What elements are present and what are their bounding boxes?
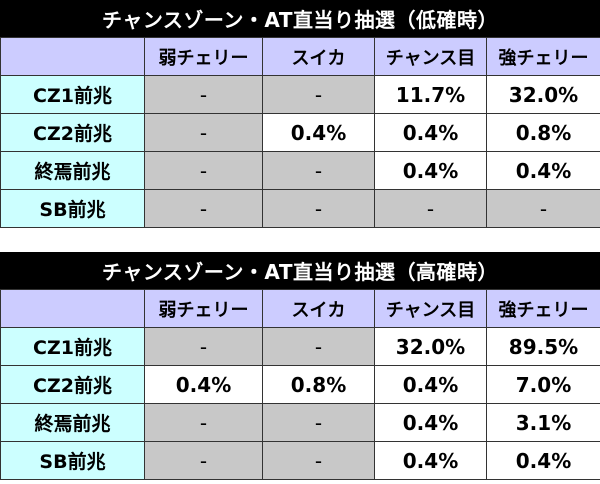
header-row: 弱チェリー スイカ チャンス目 強チェリー [0, 37, 600, 76]
table-row: CZ2前兆 0.4% 0.8% 0.4% 7.0% [0, 365, 600, 404]
row-header: CZ1前兆 [0, 327, 145, 366]
table-cell: - [144, 403, 263, 442]
table-cell: - [262, 151, 375, 190]
table-cell: 0.4% [374, 441, 487, 480]
table-cell: 0.4% [374, 151, 487, 190]
table-cell: 0.4% [144, 365, 263, 404]
table-cell: - [262, 75, 375, 114]
table-row: CZ1前兆 - - 11.7% 32.0% [0, 75, 600, 114]
table-cell: 0.4% [486, 151, 600, 190]
table-cell: 0.4% [374, 113, 487, 152]
table-row: CZ1前兆 - - 32.0% 89.5% [0, 327, 600, 366]
table-cell: - [262, 189, 375, 228]
table-cell: 0.4% [486, 441, 600, 480]
row-header: SB前兆 [0, 189, 145, 228]
column-header: 弱チェリー [144, 289, 263, 328]
table-row: SB前兆 - - - - [0, 189, 600, 228]
table-cell: - [144, 151, 263, 190]
table-cell: - [486, 189, 600, 228]
column-header: 弱チェリー [144, 37, 263, 76]
table-title: チャンスゾーン・AT直当り抽選（低確時） [0, 0, 600, 37]
table-block-low: チャンスゾーン・AT直当り抽選（低確時） 弱チェリー スイカ チャンス目 強チェ… [0, 0, 600, 228]
column-header: 強チェリー [486, 289, 600, 328]
table-cell: 89.5% [486, 327, 600, 366]
odds-table: 弱チェリー スイカ チャンス目 強チェリー CZ1前兆 - - 11.7% 32… [0, 37, 600, 228]
table-cell: 0.4% [374, 365, 487, 404]
row-header: 終焉前兆 [0, 403, 145, 442]
table-cell: - [144, 441, 263, 480]
table-cell: - [144, 189, 263, 228]
table-cell: - [144, 327, 263, 366]
table-row: CZ2前兆 - 0.4% 0.4% 0.8% [0, 113, 600, 152]
table-title: チャンスゾーン・AT直当り抽選（高確時） [0, 252, 600, 289]
row-header: 終焉前兆 [0, 151, 145, 190]
table-cell: 7.0% [486, 365, 600, 404]
table-cell: 0.8% [486, 113, 600, 152]
table-cell: - [374, 189, 487, 228]
header-row: 弱チェリー スイカ チャンス目 強チェリー [0, 289, 600, 328]
table-row: 終焉前兆 - - 0.4% 0.4% [0, 151, 600, 190]
column-header: 強チェリー [486, 37, 600, 76]
table-cell: 32.0% [374, 327, 487, 366]
table-block-high: チャンスゾーン・AT直当り抽選（高確時） 弱チェリー スイカ チャンス目 強チェ… [0, 252, 600, 480]
corner-cell [0, 37, 145, 76]
row-header: CZ1前兆 [0, 75, 145, 114]
column-header: チャンス目 [374, 289, 487, 328]
table-cell: - [144, 113, 263, 152]
row-header: CZ2前兆 [0, 365, 145, 404]
column-header: チャンス目 [374, 37, 487, 76]
corner-cell [0, 289, 145, 328]
column-header: スイカ [262, 289, 375, 328]
row-header: SB前兆 [0, 441, 145, 480]
row-header: CZ2前兆 [0, 113, 145, 152]
table-cell: - [262, 327, 375, 366]
table-cell: - [144, 75, 263, 114]
table-cell: 0.8% [262, 365, 375, 404]
column-header: スイカ [262, 37, 375, 76]
table-row: SB前兆 - - 0.4% 0.4% [0, 441, 600, 480]
table-cell: 32.0% [486, 75, 600, 114]
table-row: 終焉前兆 - - 0.4% 3.1% [0, 403, 600, 442]
odds-table: 弱チェリー スイカ チャンス目 強チェリー CZ1前兆 - - 32.0% 89… [0, 289, 600, 480]
table-cell: - [262, 441, 375, 480]
table-cell: 0.4% [374, 403, 487, 442]
table-cell: 11.7% [374, 75, 487, 114]
table-cell: - [262, 403, 375, 442]
table-cell: 0.4% [262, 113, 375, 152]
table-cell: 3.1% [486, 403, 600, 442]
